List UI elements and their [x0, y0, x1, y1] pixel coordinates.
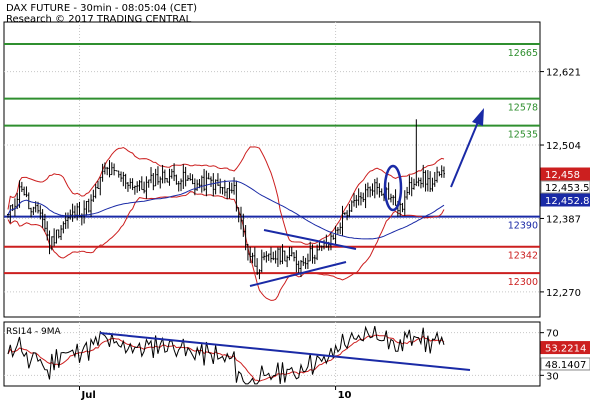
moving-average: [7, 180, 445, 240]
chart-title: DAX FUTURE - 30min - 08:05:04 (CET): [6, 3, 197, 14]
rsi-trendline: [99, 332, 471, 371]
rsi-label: RSI14 - 9MA: [6, 327, 62, 337]
price-badge-bg-1: [540, 180, 590, 194]
price-badge-0: 12,458: [545, 170, 580, 181]
level-label-12342: 12342: [508, 251, 538, 262]
price-axis: 12,621 12,504 12,387 12,270: [540, 68, 581, 299]
rsi-axis: 70 30: [540, 329, 559, 382]
rsi-badge-bg-1: [540, 357, 590, 371]
price-badge-1: 12,453.5: [545, 183, 590, 194]
highlight-ellipse: [383, 164, 403, 212]
x-tick-label-0: Jul: [81, 390, 96, 400]
moving-average-line: [7, 180, 445, 240]
level-label-12300: 12300: [508, 277, 538, 288]
chart-annotations: [249, 108, 484, 287]
x-tick-label-1: 10: [338, 390, 352, 400]
support-resistance-levels: [4, 42, 540, 275]
upper-band: [7, 146, 445, 245]
price-badge-bg-2: [540, 193, 590, 207]
chart-subtitle: Research © 2017 TRADING CENTRAL: [6, 14, 192, 25]
rsi-badge-bg-0: [540, 341, 590, 355]
price-badge-bg-0: [540, 167, 590, 181]
rsi-line: [7, 325, 445, 385]
y-tick-label-1: 12,504: [546, 141, 581, 152]
rsi-badges: 53.2214 48.1407: [540, 341, 590, 371]
y-tick-label-0: 12,621: [546, 68, 581, 79]
bollinger-bands: [7, 146, 445, 301]
rsi-badge-0: 53.2214: [545, 344, 586, 355]
y-tick-label-3: 12,270: [546, 288, 581, 299]
price-badge-2: 12,452.8: [545, 196, 590, 207]
rsi-plot-frame: [3, 321, 541, 387]
rsi-grid: [4, 322, 540, 386]
level-labels: 12665 12578 12535 12390 12342 12300: [508, 48, 538, 288]
projection-arrow-head: [472, 108, 484, 126]
y-tick-label-2: 12,387: [546, 214, 581, 225]
lower-band: [7, 191, 445, 301]
rsi-badge-1: 48.1407: [545, 360, 586, 371]
level-label-12578: 12578: [508, 103, 538, 114]
rsi-lines: [7, 325, 445, 385]
main-grid: [4, 22, 540, 317]
time-axis: Jul 10: [79, 386, 352, 400]
price-badges: 12,458 12,453.5 12,452.8: [540, 167, 590, 207]
level-label-12535: 12535: [508, 130, 538, 141]
price-candles: [7, 119, 445, 280]
rsi-tick-label-1: 30: [546, 371, 559, 382]
level-label-12390: 12390: [508, 221, 538, 232]
rsi-ma-line: [7, 334, 445, 382]
rsi-tick-label-0: 70: [546, 329, 559, 340]
triangle-lower-trendline: [249, 261, 347, 287]
triangle-upper-trendline: [263, 229, 357, 250]
level-label-12665: 12665: [508, 48, 538, 59]
projection-arrow-shaft: [450, 121, 479, 188]
